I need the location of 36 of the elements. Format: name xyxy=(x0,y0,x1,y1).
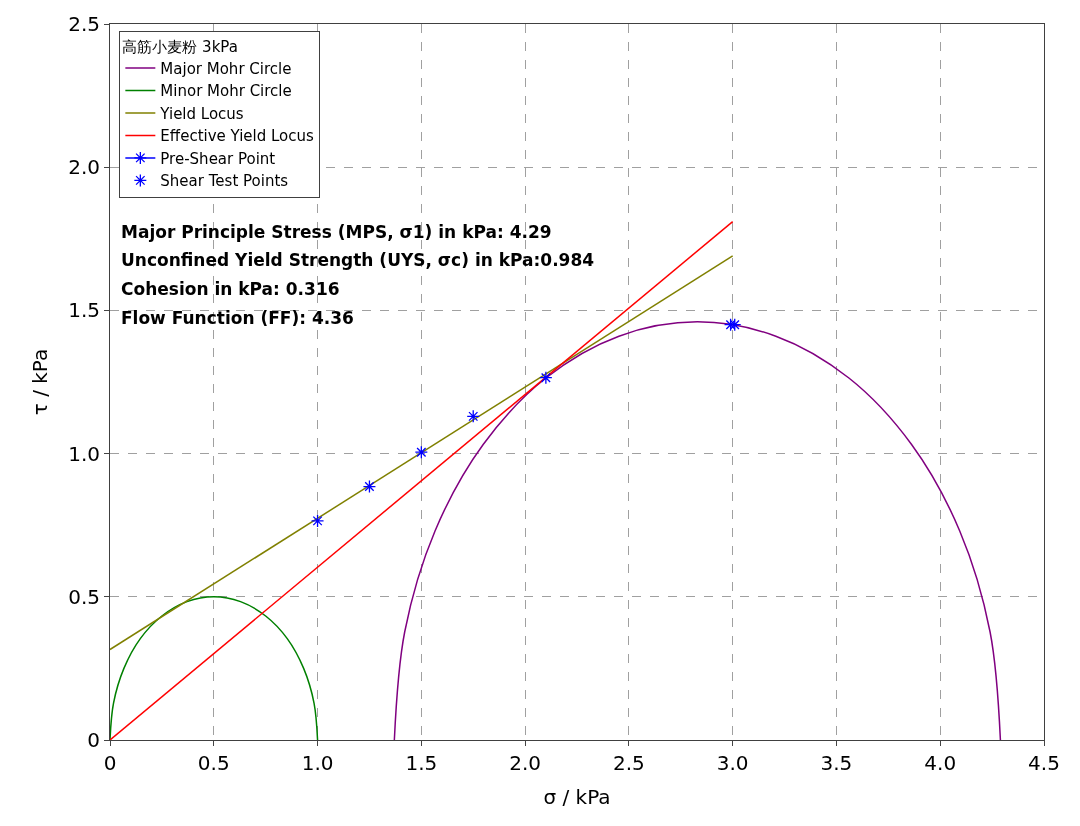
x-tick-label: 4.0 xyxy=(924,751,957,775)
y-tick-label: 1.0 xyxy=(68,441,100,466)
annotation: Flow Function (FF): 4.36 xyxy=(121,308,354,328)
point xyxy=(414,445,428,459)
y-tick-label: 1.5 xyxy=(68,298,100,323)
annotation: Unconfined Yield Strength (UYS, σc) in kPa:0.984 xyxy=(121,250,595,270)
x-tick-label: 0.5 xyxy=(197,751,230,775)
legend-label: Major Mohr Circle xyxy=(160,59,292,78)
legend-label: Effective Yield Locus xyxy=(160,127,315,146)
y-axis-title: τ / kPa xyxy=(27,348,52,416)
y-tick-label: 2.0 xyxy=(68,155,100,180)
legend-label: Shear Test Points xyxy=(160,172,289,191)
x-axis-title: σ / kPa xyxy=(543,784,611,809)
y-tick-label: 2.5 xyxy=(68,12,100,36)
annotation: Major Principle Stress (MPS, σ1) in kPa: 4.29 xyxy=(121,222,552,242)
legend-label: Pre-Shear Point xyxy=(160,149,276,168)
point xyxy=(310,514,325,528)
x-tick-label: 2.5 xyxy=(612,751,645,775)
legend-title: 高筋小麦粉 3kPa xyxy=(122,37,238,56)
legend-label: Yield Locus xyxy=(159,104,244,123)
y-tick-label: 0.5 xyxy=(68,584,100,609)
line-series xyxy=(393,321,1002,740)
x-tick-label: 1.0 xyxy=(301,751,334,775)
x-tick-label: 1.5 xyxy=(405,751,438,775)
point xyxy=(466,409,480,424)
x-tick-label: 3.0 xyxy=(716,751,749,775)
y-tick-label: 0 xyxy=(87,728,100,752)
x-tick-label: 3.5 xyxy=(820,751,853,775)
annotation: Cohesion in kPa: 0.316 xyxy=(121,279,340,299)
line-series xyxy=(110,596,319,740)
x-tick-label: 0 xyxy=(103,751,117,775)
x-tick-label: 4.5 xyxy=(1028,751,1060,775)
legend-label: Minor Mohr Circle xyxy=(160,82,292,101)
point xyxy=(362,479,377,494)
x-tick-label: 2.0 xyxy=(509,751,542,775)
point xyxy=(539,371,553,385)
